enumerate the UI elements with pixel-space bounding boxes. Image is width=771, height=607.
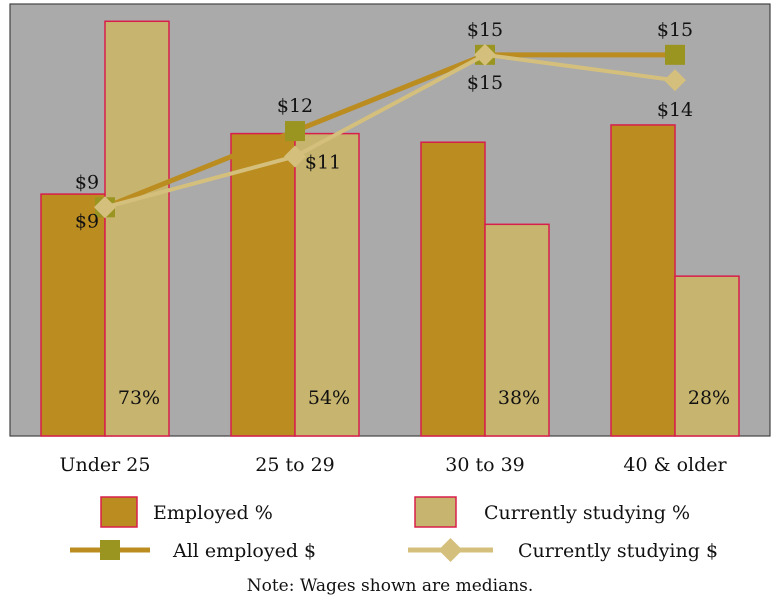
- bar-data-label: 54%: [308, 387, 350, 409]
- legend-swatch: [414, 496, 457, 528]
- studying-wage-line: [104, 52, 676, 210]
- wage-data-label: $15: [657, 19, 693, 41]
- employed-bar-2: [420, 141, 486, 437]
- employed-bar-1: [230, 132, 296, 437]
- studying-marker: [664, 69, 686, 92]
- bar-data-label: 38%: [498, 387, 540, 409]
- category-label: 30 to 39: [445, 454, 525, 476]
- employed-bar-0: [40, 193, 106, 437]
- wage-data-label: $14: [657, 99, 693, 121]
- bar-data-label: 73%: [118, 387, 160, 409]
- wage-data-label: $12: [277, 95, 313, 117]
- legend-label: Employed %: [153, 502, 273, 524]
- wage-data-label: $11: [305, 151, 341, 173]
- chart-note: Note: Wages shown are medians.: [247, 576, 534, 596]
- category-label: Under 25: [60, 454, 151, 476]
- legend-label: Currently studying %: [484, 502, 690, 524]
- wage-data-label: $9: [75, 171, 99, 193]
- lines-layer: [94, 43, 686, 219]
- employed-bar-3: [610, 124, 676, 437]
- wage-data-label: $15: [467, 19, 503, 41]
- studying-bar-1: [294, 132, 360, 437]
- legend: Employed % Currently studying % All employ…: [70, 496, 718, 562]
- all-employed-wage-line: [104, 52, 675, 210]
- wage-data-label: $15: [467, 72, 503, 94]
- studying-marker: [284, 145, 306, 168]
- studying-bar-3: [674, 275, 740, 437]
- all-employed-marker: [665, 44, 685, 65]
- bars-layer: [40, 20, 740, 437]
- studying-bar-2: [484, 223, 550, 437]
- legend-swatch: [100, 496, 138, 528]
- legend-label: All employed $: [172, 540, 316, 562]
- studying-bar-0: [104, 20, 170, 437]
- legend-marker: [438, 538, 463, 562]
- studying-marker: [94, 196, 116, 219]
- labels-layer: 73% 54% 38% 28% $9 $12 $15 $15 $9 $11 $15 $14: [75, 19, 730, 409]
- category-label: 25 to 29: [255, 454, 335, 476]
- all-employed-marker: [285, 121, 305, 142]
- legend-label: Currently studying $: [518, 540, 718, 562]
- wage-data-label: $9: [75, 210, 99, 232]
- category-label: 40 & older: [623, 454, 727, 476]
- bar-data-label: 28%: [688, 387, 730, 409]
- legend-marker: [100, 540, 120, 560]
- studying-marker: [474, 43, 496, 66]
- category-axis-labels: Under 25 25 to 29 30 to 39 40 & older: [60, 454, 728, 476]
